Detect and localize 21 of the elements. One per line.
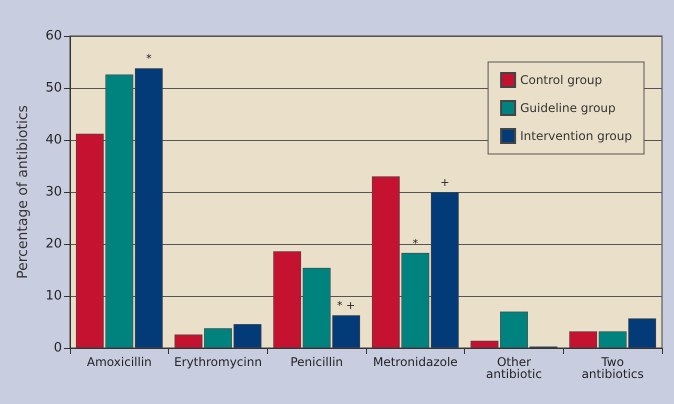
y-tick-label: 0 (54, 340, 62, 356)
legend-label: Intervention group (520, 129, 632, 143)
data-label: * (146, 52, 152, 66)
x-tick-label: Penicillin (290, 355, 344, 369)
legend-label: Control group (520, 73, 602, 87)
x-tick-label: Erythromycinn (174, 355, 262, 369)
y-tick-label: 60 (45, 28, 62, 44)
data-label: + (440, 176, 450, 189)
x-tick-label: Two antibiotics (582, 355, 644, 381)
y-tick-label: 10 (45, 288, 62, 304)
y-tick-label: 20 (45, 236, 62, 252)
x-tick-label: Other antibiotic (486, 355, 542, 381)
y-axis-title: Percentage of antibiotics (15, 105, 31, 279)
x-tick-label: Amoxicillin (86, 355, 152, 369)
legend-label: Guideline group (520, 101, 616, 115)
data-label: * (412, 236, 419, 250)
y-tick-label: 50 (45, 80, 62, 96)
x-tick-label: Metronidazole (372, 355, 458, 369)
y-tick-label: 40 (45, 132, 62, 148)
y-tick-label: 30 (45, 184, 62, 200)
data-label: * + (337, 299, 356, 312)
